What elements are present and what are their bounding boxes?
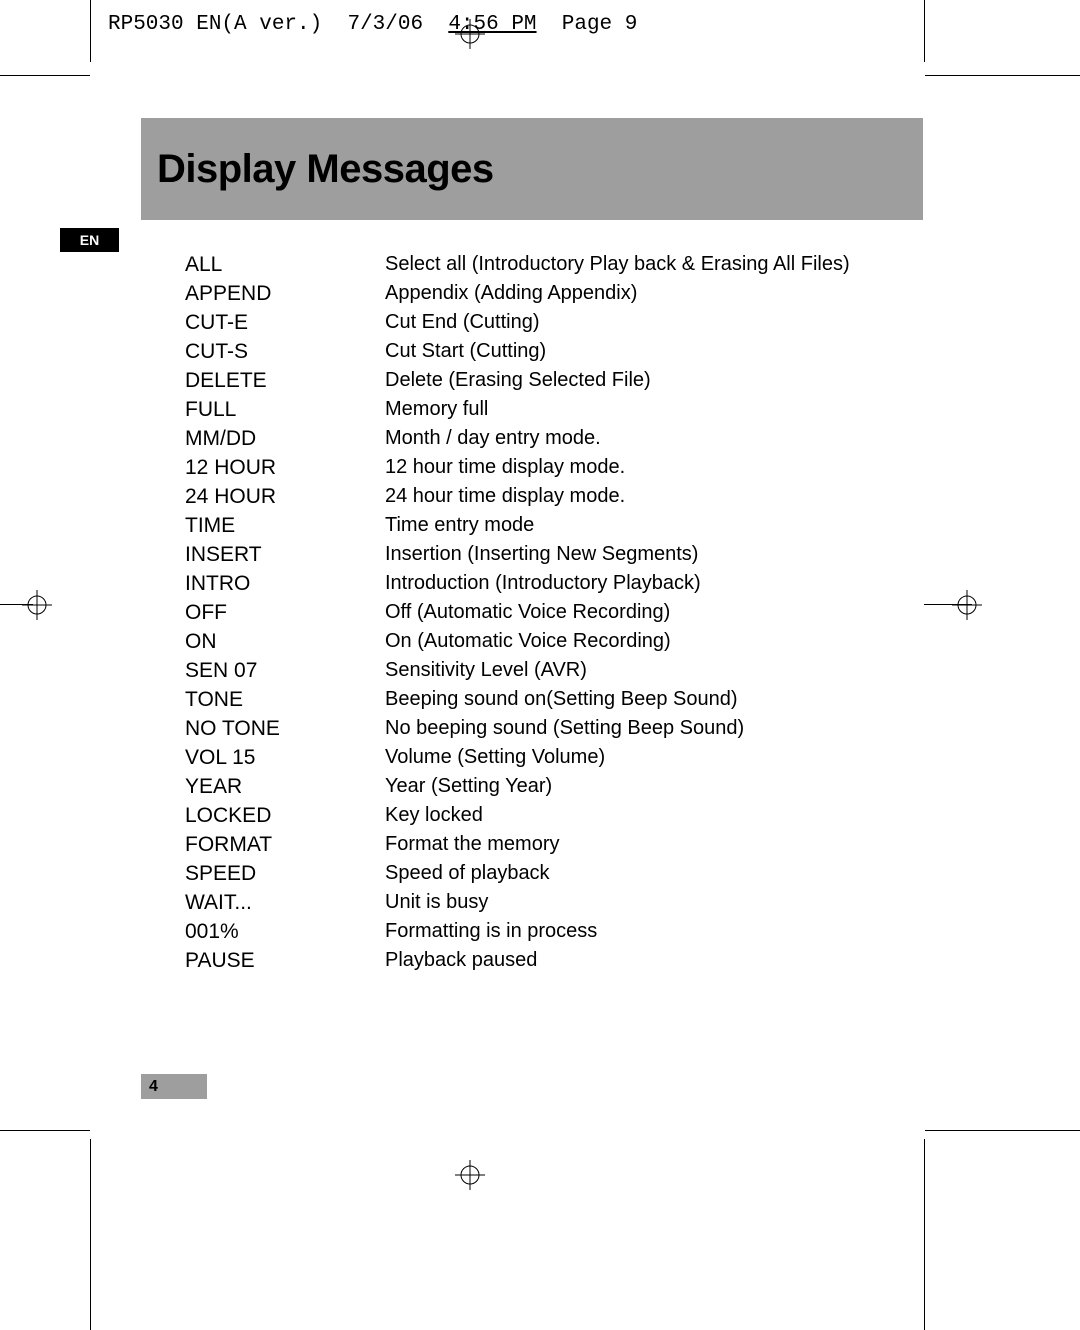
crop-mark: [924, 0, 925, 62]
message-term: FULL: [185, 398, 385, 422]
message-description: Speed of playback: [385, 862, 905, 885]
message-description: Unit is busy: [385, 891, 905, 914]
registration-mark-icon: [952, 590, 982, 620]
crop-mark: [0, 1130, 90, 1131]
messages-table: ALLSelect all (Introductory Play back & …: [185, 250, 905, 975]
meta-time: 4:56 PM: [448, 13, 536, 36]
meta-filename: RP5030 EN(A ver.): [108, 13, 322, 36]
table-row: TONEBeeping sound on(Setting Beep Sound): [185, 685, 905, 714]
message-description: Appendix (Adding Appendix): [385, 282, 905, 305]
message-description: No beeping sound (Setting Beep Sound): [385, 717, 905, 740]
crop-mark: [925, 75, 1080, 76]
table-row: CUT-SCut Start (Cutting): [185, 337, 905, 366]
message-description: 24 hour time display mode.: [385, 485, 905, 508]
title-bar: Display Messages: [141, 118, 923, 220]
table-row: ONOn (Automatic Voice Recording): [185, 627, 905, 656]
table-row: FULLMemory full: [185, 395, 905, 424]
table-row: VOL 15Volume (Setting Volume): [185, 743, 905, 772]
message-description: Format the memory: [385, 833, 905, 856]
table-row: WAIT...Unit is busy: [185, 888, 905, 917]
message-description: Key locked: [385, 804, 905, 827]
meta-header: RP5030 EN(A ver.) 7/3/06 4:56 PM Page 9: [108, 13, 637, 36]
message-description: Playback paused: [385, 949, 905, 972]
message-term: SPEED: [185, 862, 385, 886]
message-term: APPEND: [185, 282, 385, 306]
table-row: YEARYear (Setting Year): [185, 772, 905, 801]
message-description: Cut End (Cutting): [385, 311, 905, 334]
message-term: CUT-E: [185, 311, 385, 335]
crop-mark: [90, 0, 91, 62]
meta-date: 7/3/06: [347, 13, 423, 36]
table-row: 001%Formatting is in process: [185, 917, 905, 946]
message-term: TIME: [185, 514, 385, 538]
message-description: 12 hour time display mode.: [385, 456, 905, 479]
table-row: MM/DDMonth / day entry mode.: [185, 424, 905, 453]
message-description: Month / day entry mode.: [385, 427, 905, 450]
message-term: INTRO: [185, 572, 385, 596]
table-row: DELETEDelete (Erasing Selected File): [185, 366, 905, 395]
message-term: VOL 15: [185, 746, 385, 770]
table-row: PAUSEPlayback paused: [185, 946, 905, 975]
message-description: Insertion (Inserting New Segments): [385, 543, 905, 566]
table-row: 12 HOUR12 hour time display mode.: [185, 453, 905, 482]
message-description: Off (Automatic Voice Recording): [385, 601, 905, 624]
message-term: 24 HOUR: [185, 485, 385, 509]
table-row: TIMETime entry mode: [185, 511, 905, 540]
message-description: Volume (Setting Volume): [385, 746, 905, 769]
registration-mark-icon: [22, 590, 52, 620]
message-term: 12 HOUR: [185, 456, 385, 480]
message-description: Introduction (Introductory Playback): [385, 572, 905, 595]
table-row: NO TONENo beeping sound (Setting Beep So…: [185, 714, 905, 743]
table-row: FORMATFormat the memory: [185, 830, 905, 859]
message-term: YEAR: [185, 775, 385, 799]
table-row: SPEEDSpeed of playback: [185, 859, 905, 888]
message-term: 001%: [185, 920, 385, 944]
language-badge: EN: [60, 228, 119, 252]
message-description: Select all (Introductory Play back & Era…: [385, 253, 905, 276]
message-term: MM/DD: [185, 427, 385, 451]
message-term: SEN 07: [185, 659, 385, 683]
table-row: APPENDAppendix (Adding Appendix): [185, 279, 905, 308]
message-term: WAIT...: [185, 891, 385, 915]
table-row: SEN 07Sensitivity Level (AVR): [185, 656, 905, 685]
message-description: Year (Setting Year): [385, 775, 905, 798]
message-description: On (Automatic Voice Recording): [385, 630, 905, 653]
table-row: ALLSelect all (Introductory Play back & …: [185, 250, 905, 279]
message-term: DELETE: [185, 369, 385, 393]
message-description: Beeping sound on(Setting Beep Sound): [385, 688, 905, 711]
message-description: Time entry mode: [385, 514, 905, 537]
crop-mark: [0, 75, 90, 76]
message-description: Delete (Erasing Selected File): [385, 369, 905, 392]
message-term: PAUSE: [185, 949, 385, 973]
language-label: EN: [80, 232, 99, 248]
page-title: Display Messages: [157, 147, 494, 192]
message-description: Sensitivity Level (AVR): [385, 659, 905, 682]
table-row: INTROIntroduction (Introductory Playback…: [185, 569, 905, 598]
message-term: FORMAT: [185, 833, 385, 857]
message-description: Cut Start (Cutting): [385, 340, 905, 363]
crop-mark: [924, 1139, 925, 1330]
table-row: 24 HOUR24 hour time display mode.: [185, 482, 905, 511]
message-term: ALL: [185, 253, 385, 277]
crop-mark: [925, 1130, 1080, 1131]
table-row: INSERTInsertion (Inserting New Segments): [185, 540, 905, 569]
message-term: LOCKED: [185, 804, 385, 828]
meta-page: Page 9: [562, 13, 638, 36]
message-term: INSERT: [185, 543, 385, 567]
message-term: ON: [185, 630, 385, 654]
message-term: NO TONE: [185, 717, 385, 741]
table-row: CUT-ECut End (Cutting): [185, 308, 905, 337]
table-row: OFFOff (Automatic Voice Recording): [185, 598, 905, 627]
message-term: CUT-S: [185, 340, 385, 364]
table-row: LOCKEDKey locked: [185, 801, 905, 830]
message-term: TONE: [185, 688, 385, 712]
crop-mark: [90, 1139, 91, 1330]
message-description: Memory full: [385, 398, 905, 421]
page-number: 4: [149, 1078, 158, 1096]
message-term: OFF: [185, 601, 385, 625]
registration-mark-icon: [455, 1160, 485, 1190]
message-description: Formatting is in process: [385, 920, 905, 943]
